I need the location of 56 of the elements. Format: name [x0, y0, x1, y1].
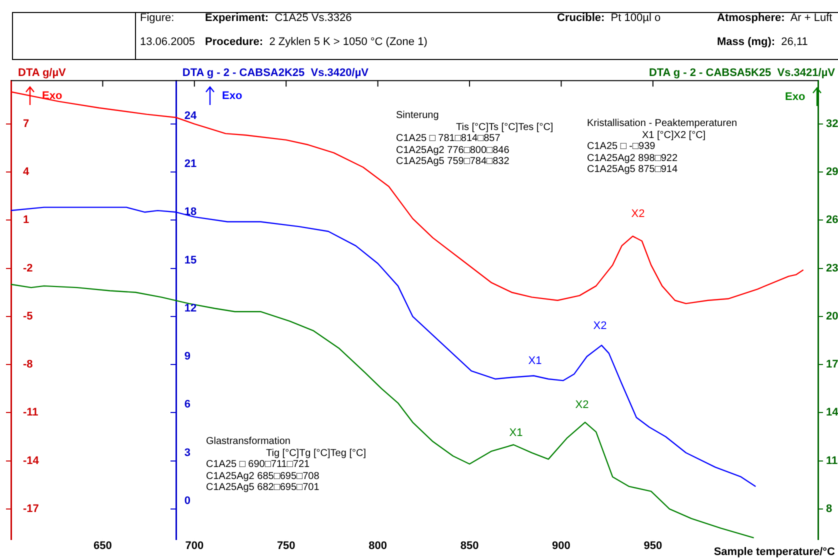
x-tick-label: 800 [368, 540, 387, 552]
y3-tick-label: 29 [826, 166, 838, 178]
text: Atmosphere: Ar + Luft [717, 12, 832, 24]
annotation: Exo [42, 90, 62, 102]
text: Sinterung Tis [°C]Ts [°C]Tes [°C] C1A25 □ 781□814□857 C1A25Ag2 776□800□846 C1A25Ag5 759□784□832 [396, 110, 554, 167]
x-tick-label: 750 [276, 540, 296, 552]
y3-tick-label: 32 [826, 118, 838, 130]
y-axis-title: DTA g/µV [18, 67, 67, 80]
y-tick-label: -5 [23, 310, 33, 322]
x-tick-label: 950 [644, 540, 662, 552]
y2-axis-title: DTA g - 2 - CABSA2K25 Vs.3420/µV [182, 67, 370, 80]
text: 13.06.2005 [140, 36, 196, 48]
text: Procedure: 2 Zyklen 5 K > 1050 °C (Zone 1) [205, 36, 428, 48]
annotation: X1 [528, 355, 542, 367]
y3-tick-label: 8 [826, 502, 832, 515]
y3-tick-label: 14 [826, 406, 838, 419]
y2-tick-label: 3 [184, 446, 191, 459]
y-tick-label: -14 [23, 454, 40, 467]
y3-tick-label: 20 [826, 310, 838, 322]
y2-tick-label: 9 [184, 350, 191, 363]
text: Experiment: C1A25 Vs.3326 [205, 12, 352, 24]
annotation: X2 [631, 208, 645, 220]
y2-tick-label: 21 [184, 158, 197, 170]
y-tick-label: 1 [23, 214, 30, 226]
y-tick-label: -2 [23, 262, 33, 274]
annotation: Kristallisation - Peaktemperaturen X1 [°C]X2 [°C] C1A25 □ -□939 C1A25Ag2 898□922 C1A25Ag5 875□914 [587, 118, 738, 176]
text: Mass (mg): 26,11 [717, 36, 808, 48]
y2-tick-label: 24 [184, 110, 198, 122]
x-tick-label: 850 [460, 540, 479, 552]
annotation: Exo [785, 91, 806, 103]
annotation: X2 [575, 399, 589, 411]
y3-axis-title: DTA g - 2 - CABSA5K25 Vs.3421/µV [648, 67, 836, 80]
text: Crucible: Pt 100µl o [557, 12, 661, 24]
y-tick-label: 4 [23, 166, 30, 178]
y2-tick-label: 12 [184, 302, 197, 314]
y2-tick-label: 18 [184, 206, 197, 218]
annotation: Glastransformation Tig [°C]Tg [°C]Teg [°C] C1A25 □ 690□711□721 C1A25Ag2 685□695□708 C1A25Ag5 682□695□701 [206, 436, 366, 494]
annotation: X2 [593, 320, 607, 332]
y3-tick-label: 23 [826, 262, 838, 274]
y2-tick-label: 0 [184, 494, 191, 507]
x-tick-label: 700 [185, 540, 204, 552]
y-tick-label: -17 [23, 502, 39, 515]
annotation: X1 [509, 427, 523, 439]
y-tick-label: -11 [23, 406, 38, 419]
y3-tick-label: 26 [826, 214, 838, 226]
x-tick-label: 900 [552, 540, 570, 552]
y-tick-label: -8 [23, 358, 33, 371]
y2-tick-label: 15 [184, 254, 197, 266]
y-tick-label: 7 [23, 118, 30, 130]
y3-tick-label: 11 [826, 454, 838, 467]
text: Figure: [140, 12, 174, 24]
y2-tick-label: 6 [184, 398, 191, 411]
x-tick-label: 650 [94, 540, 112, 552]
annotation: Exo [222, 90, 242, 102]
x-axis-title: Sample temperature/°C [714, 546, 836, 558]
y3-tick-label: 17 [826, 358, 838, 371]
